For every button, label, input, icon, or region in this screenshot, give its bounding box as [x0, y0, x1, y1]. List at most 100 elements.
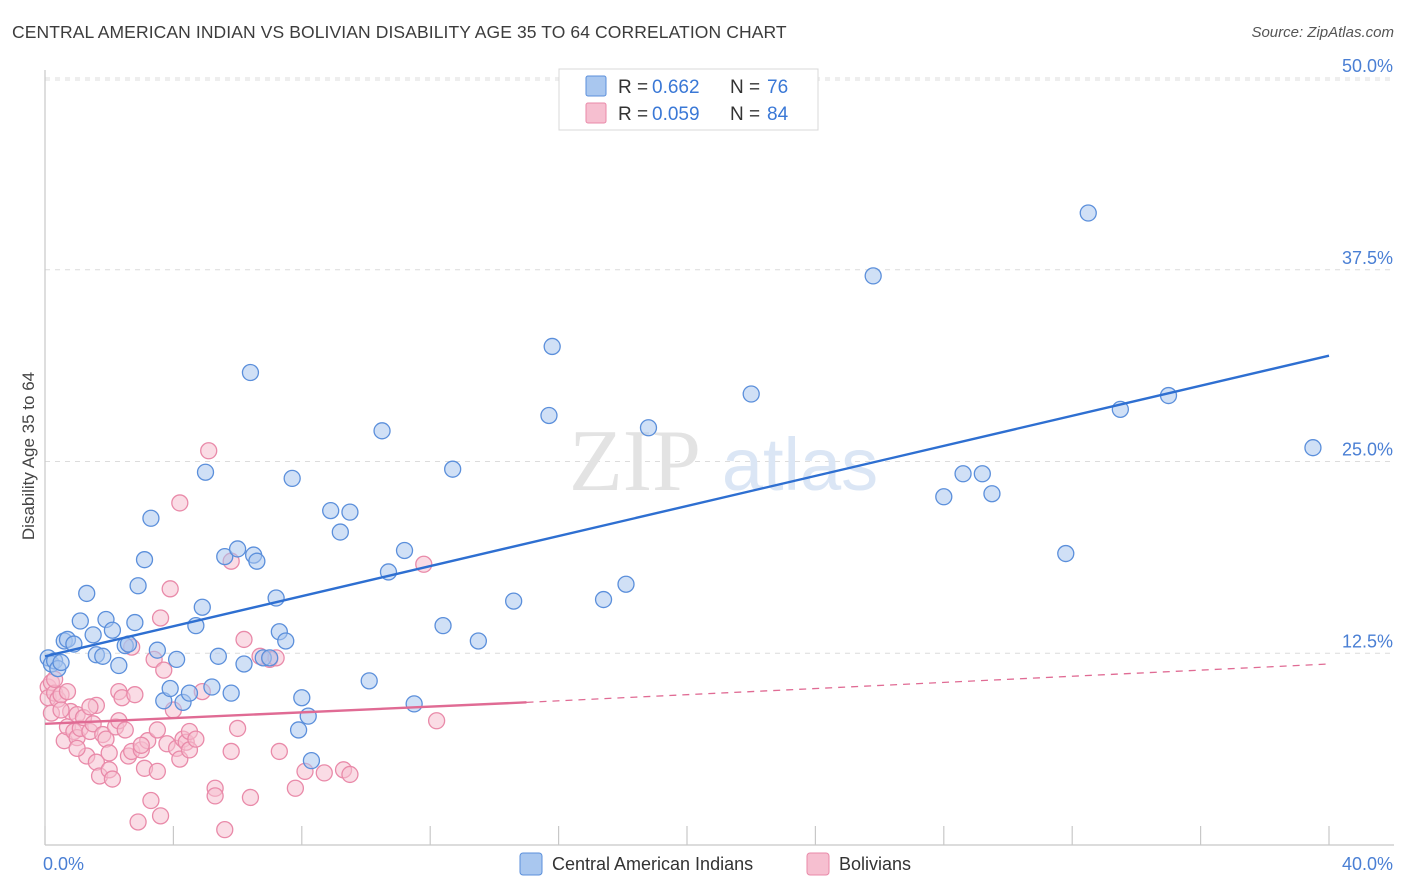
central-american-indian-point — [161, 679, 179, 698]
central-american-indian-point — [935, 488, 953, 506]
bolivian-point — [155, 661, 173, 679]
central-american-indian-point — [103, 621, 122, 639]
bolivians-points — [39, 442, 446, 839]
central-american-indian-point — [341, 503, 359, 521]
legend-r-value-pink: 0.059 — [652, 104, 700, 125]
bolivian-point — [151, 807, 170, 825]
central-american-indian-point — [322, 501, 340, 520]
central-american-indian-point — [395, 541, 414, 560]
legend-swatch-blue — [585, 75, 607, 97]
bolivian-point — [81, 698, 99, 716]
bolivian-point — [68, 739, 86, 758]
x-axis-ticks — [44, 826, 1330, 845]
chart-title: CENTRAL AMERICAN INDIAN VS BOLIVIAN DISA… — [12, 22, 787, 42]
bolivian-point — [148, 762, 167, 781]
central-american-indian-point — [1057, 544, 1075, 563]
correlation-legend: R = 0.662 N = 76 R = 0.059 N = 84 — [558, 68, 819, 131]
central-american-indian-point — [405, 695, 423, 713]
trend-line-pink — [44, 701, 527, 726]
bolivian-point — [200, 442, 218, 460]
central-american-indian-point — [444, 460, 462, 478]
central-american-indian-point — [241, 363, 260, 382]
central-american-indian-point — [248, 552, 266, 570]
bolivian-point — [151, 609, 170, 627]
central-american-indian-point — [983, 485, 1001, 503]
central-american-indian-point — [505, 592, 523, 610]
bolivian-point — [126, 686, 144, 704]
central-american-indian-point — [373, 422, 391, 440]
central-american-indian-point — [289, 721, 308, 739]
legend-item-blue-swatch — [519, 852, 543, 876]
y-tick-label: 37.5% — [1342, 248, 1393, 268]
legend-r-label-pink: R = — [618, 104, 648, 125]
central-american-indian-point — [94, 647, 112, 665]
legend-item-bolivians: Bolivians — [839, 854, 911, 874]
central-american-indian-point — [84, 626, 102, 644]
bolivian-point — [116, 721, 134, 739]
central-american-indian-point — [110, 656, 128, 675]
central-american-indian-point — [135, 551, 154, 569]
central-american-indian-point — [71, 612, 89, 630]
central-american-indian-point — [277, 632, 295, 650]
bolivian-point — [58, 682, 77, 701]
bolivian-point — [206, 787, 224, 805]
central-american-indian-point — [1304, 439, 1322, 457]
central-american-indian-point — [222, 684, 240, 702]
central-american-indian-point — [126, 613, 144, 632]
central-american-indian-point — [331, 523, 349, 541]
bolivian-point — [148, 721, 167, 739]
central-american-indian-point — [148, 641, 167, 659]
central-american-indian-point — [196, 463, 215, 481]
x-tick-max: 40.0% — [1342, 854, 1393, 874]
legend-item-central-american-indians: Central American Indians — [552, 854, 753, 874]
bolivian-point — [427, 712, 446, 730]
central-american-indian-point — [167, 650, 186, 669]
central-american-indian-point — [639, 419, 658, 437]
central-american-indian-point — [228, 540, 247, 558]
central-american-indian-point — [293, 689, 311, 707]
bolivian-point — [100, 744, 118, 762]
central-american-indian-point — [954, 465, 972, 483]
bolivian-point — [228, 719, 247, 738]
central-american-indian-point — [261, 649, 279, 667]
central-american-indian-point — [129, 577, 147, 595]
legend-r-label-blue: R = — [618, 77, 648, 98]
y-tick-label: 12.5% — [1342, 631, 1393, 651]
y-tick-labels: 12.5% 25.0% 37.5% 50.0% — [1342, 56, 1393, 651]
bolivian-point — [132, 736, 150, 754]
bolivian-point — [235, 630, 253, 649]
bolivian-point — [103, 770, 122, 788]
central-american-indian-point — [469, 632, 488, 650]
central-american-indian-point — [235, 655, 253, 673]
source-label: Source: ZipAtlas.com — [1251, 24, 1394, 41]
trend-line-blue — [44, 354, 1330, 658]
bolivian-point — [187, 730, 205, 748]
bolivian-point — [315, 764, 333, 782]
y-tick-label: 50.0% — [1342, 56, 1393, 76]
central-american-indian-point — [193, 598, 211, 616]
central-american-indian-point — [302, 751, 321, 770]
central-american-indian-point — [617, 575, 635, 593]
y-axis-label: Disability Age 35 to 64 — [19, 372, 38, 540]
central-american-indian-point — [742, 385, 760, 403]
central-american-indian-point — [180, 684, 199, 702]
legend-r-value-blue: 0.662 — [652, 77, 700, 98]
bolivian-point — [142, 791, 160, 810]
bolivian-point — [241, 788, 260, 807]
x-tick-min: 0.0% — [43, 854, 84, 874]
central-american-indian-point — [216, 547, 234, 566]
central-american-indian-point — [299, 707, 317, 725]
central-american-indian-point — [434, 616, 452, 635]
legend-n-label-pink: N = — [730, 104, 760, 125]
trend-lines — [44, 354, 1330, 726]
central-american-indian-point — [973, 465, 991, 483]
bolivian-point — [216, 821, 234, 839]
y-tick-label: 25.0% — [1342, 440, 1393, 460]
bolivian-point — [84, 715, 102, 733]
central-american-indian-point — [594, 590, 613, 609]
central-american-indian-point — [543, 337, 561, 356]
legend-swatch-pink — [585, 102, 607, 124]
bolivian-point — [222, 742, 240, 761]
bolivian-point — [129, 813, 147, 831]
